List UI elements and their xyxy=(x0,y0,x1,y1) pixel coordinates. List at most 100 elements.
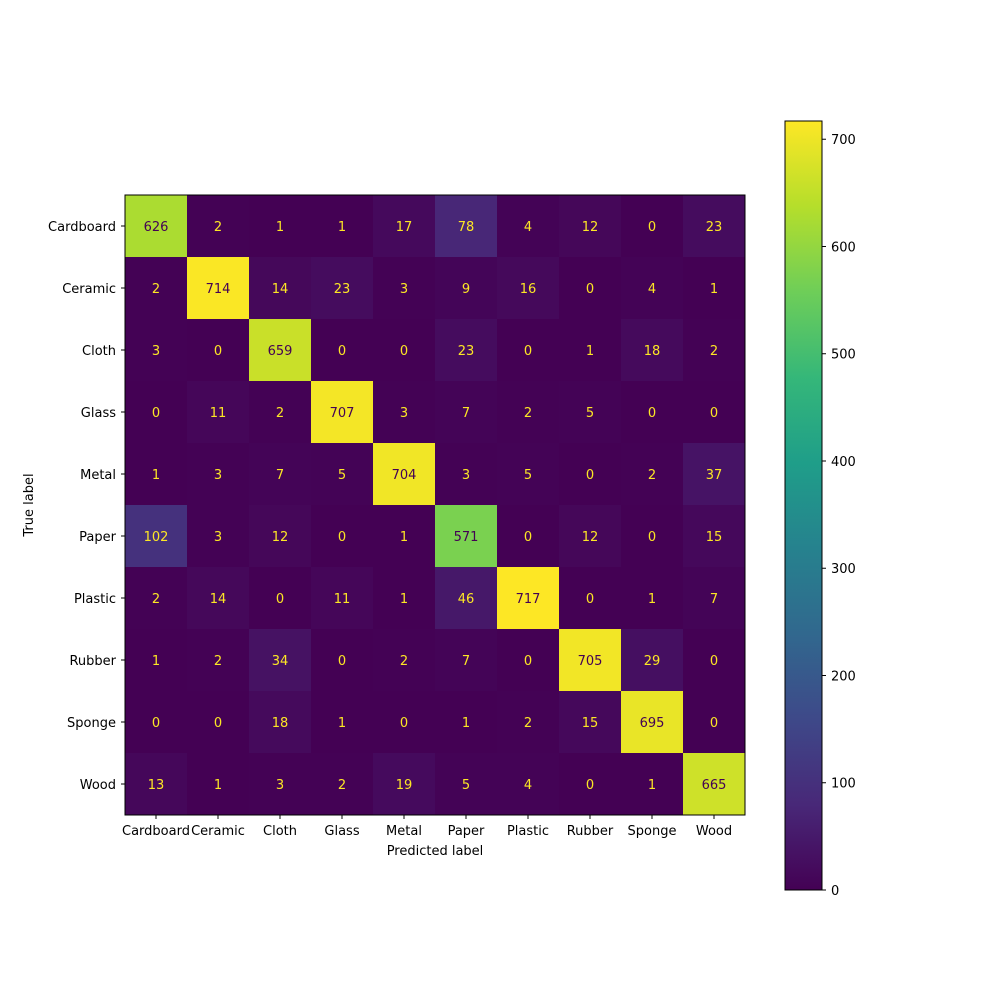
cell-value-label: 2 xyxy=(710,344,718,359)
heatmap-cell xyxy=(559,319,622,382)
heatmap-cell xyxy=(311,257,374,320)
cell-value-label: 102 xyxy=(144,530,169,545)
heatmap-cell xyxy=(621,319,684,382)
cell-value-label: 4 xyxy=(648,282,656,297)
cell-value-label: 717 xyxy=(516,592,541,607)
heatmap-cell xyxy=(373,195,436,258)
heatmap-cell xyxy=(435,257,498,320)
cell-value-label: 29 xyxy=(644,654,661,669)
heatmap-cell xyxy=(125,381,188,444)
cell-value-label: 0 xyxy=(276,592,284,607)
heatmap-cell xyxy=(125,691,188,754)
y-tick-label: Sponge xyxy=(67,716,116,731)
heatmap-cell xyxy=(435,629,498,692)
cell-value-label: 0 xyxy=(524,530,532,545)
heatmap-cell xyxy=(497,629,560,692)
heatmap-cell xyxy=(187,691,250,754)
colorbar-tick-label: 400 xyxy=(831,455,856,470)
cell-value-label: 18 xyxy=(272,716,289,731)
heatmap-cell xyxy=(187,319,250,382)
heatmap-cell xyxy=(683,195,746,258)
cell-value-label: 15 xyxy=(582,716,599,731)
heatmap-cell xyxy=(621,195,684,258)
heatmap-cell xyxy=(311,443,374,506)
heatmap-cell xyxy=(497,319,560,382)
heatmap-cell xyxy=(621,443,684,506)
cell-value-label: 0 xyxy=(152,716,160,731)
colorbar-tick-label: 500 xyxy=(831,348,856,363)
cell-value-label: 0 xyxy=(710,406,718,421)
heatmap-cell xyxy=(373,567,436,630)
x-tick-label: Cardboard xyxy=(122,824,190,839)
heatmap-cell xyxy=(373,381,436,444)
cell-value-label: 0 xyxy=(338,654,346,669)
y-tick-label: Metal xyxy=(80,468,116,483)
heatmap-cell xyxy=(311,381,374,444)
heatmap-cell xyxy=(683,567,746,630)
heatmap-cell xyxy=(621,257,684,320)
heatmap-cell xyxy=(435,381,498,444)
cell-value-label: 0 xyxy=(648,406,656,421)
heatmap-cell xyxy=(435,691,498,754)
heatmap-cell xyxy=(249,567,312,630)
heatmap-cell xyxy=(187,257,250,320)
x-tick-label: Plastic xyxy=(507,824,549,839)
heatmap-cell xyxy=(311,691,374,754)
cell-value-label: 0 xyxy=(214,716,222,731)
cell-value-label: 3 xyxy=(152,344,160,359)
cell-value-label: 1 xyxy=(276,220,284,235)
heatmap-cell xyxy=(683,319,746,382)
cell-value-label: 0 xyxy=(524,344,532,359)
cell-value-label: 5 xyxy=(462,778,470,793)
cell-value-label: 37 xyxy=(706,468,723,483)
cell-value-label: 0 xyxy=(338,344,346,359)
cell-value-label: 46 xyxy=(458,592,475,607)
x-tick-label: Glass xyxy=(324,824,359,839)
cell-value-label: 3 xyxy=(276,778,284,793)
cell-value-label: 1 xyxy=(338,716,346,731)
cell-value-label: 3 xyxy=(462,468,470,483)
heatmap-cell xyxy=(621,629,684,692)
y-tick-label: Rubber xyxy=(69,654,116,669)
plot-frame xyxy=(124,194,746,816)
cell-value-label: 19 xyxy=(396,778,413,793)
heatmap-cell xyxy=(621,753,684,816)
heatmap-cell xyxy=(187,443,250,506)
cell-value-label: 0 xyxy=(710,654,718,669)
heatmap-cell xyxy=(435,567,498,630)
cell-value-label: 1 xyxy=(648,778,656,793)
heatmap-cell xyxy=(373,629,436,692)
cell-value-label: 2 xyxy=(400,654,408,669)
cell-value-label: 0 xyxy=(648,220,656,235)
cell-value-label: 78 xyxy=(458,220,475,235)
colorbar-tick-label: 0 xyxy=(831,884,839,899)
cell-value-label: 2 xyxy=(152,282,160,297)
cell-value-label: 0 xyxy=(586,778,594,793)
heatmap-cell xyxy=(683,257,746,320)
heatmap-cell xyxy=(125,629,188,692)
cell-value-label: 1 xyxy=(152,654,160,669)
cell-value-label: 0 xyxy=(586,468,594,483)
colorbar-tick-label: 600 xyxy=(831,240,856,255)
y-tick-label: Ceramic xyxy=(62,282,116,297)
cell-value-label: 2 xyxy=(338,778,346,793)
cell-value-label: 17 xyxy=(396,220,413,235)
y-tick-label: Paper xyxy=(79,530,116,545)
x-tick-label: Rubber xyxy=(567,824,614,839)
heatmap-cell xyxy=(497,195,560,258)
heatmap-cell xyxy=(373,753,436,816)
x-axis-label: Predicted label xyxy=(387,844,484,859)
cell-value-label: 2 xyxy=(648,468,656,483)
y-tick-label: Wood xyxy=(80,778,116,793)
heatmap-cell xyxy=(683,505,746,568)
cell-value-label: 3 xyxy=(400,406,408,421)
heatmap-cell xyxy=(497,505,560,568)
cell-value-label: 11 xyxy=(210,406,227,421)
cell-value-label: 12 xyxy=(272,530,289,545)
heatmap-cell xyxy=(373,505,436,568)
cell-value-label: 3 xyxy=(214,530,222,545)
heatmap-cell xyxy=(311,567,374,630)
cell-value-label: 34 xyxy=(272,654,289,669)
colorbar-tick-label: 200 xyxy=(831,669,856,684)
